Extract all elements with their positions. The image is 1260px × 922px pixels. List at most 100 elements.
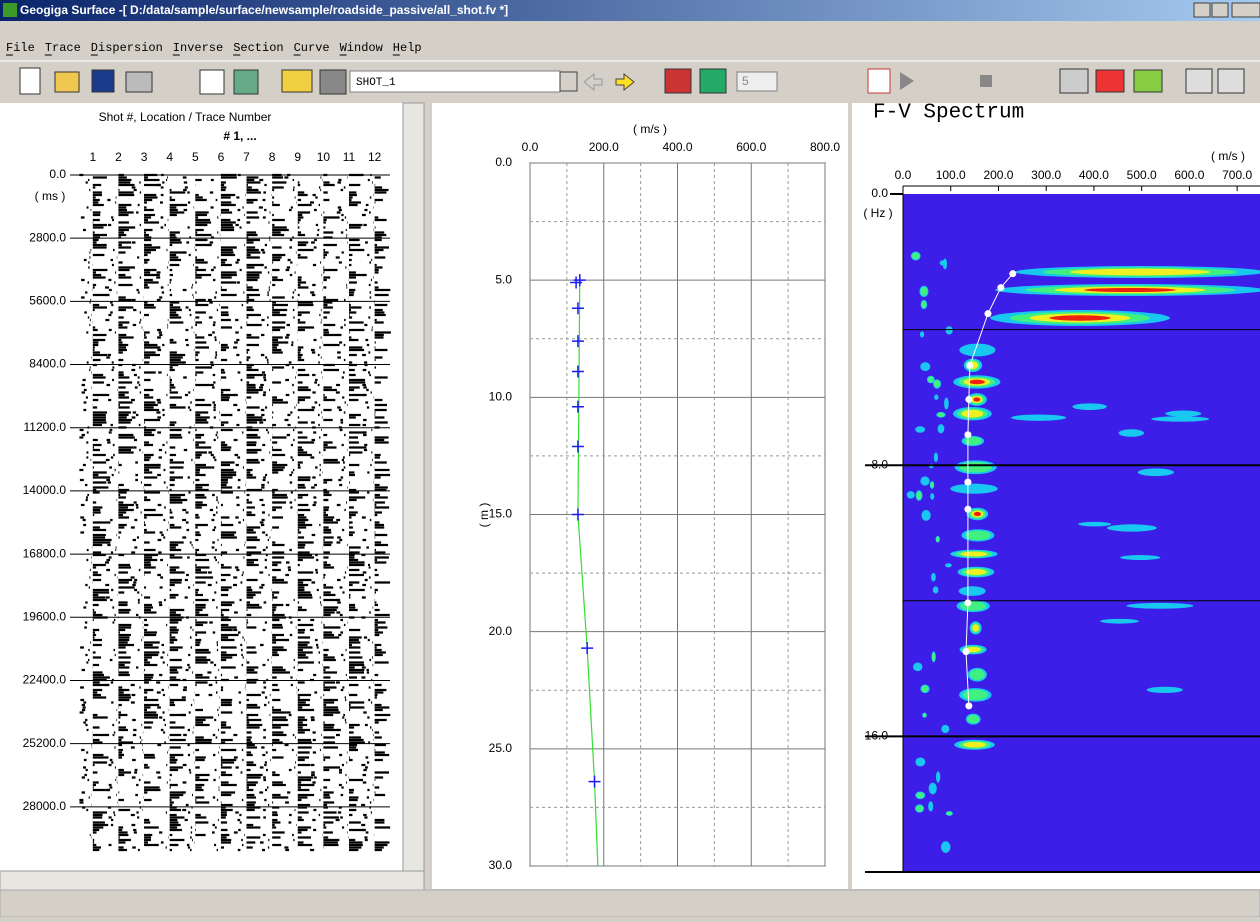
traces-view: Shot #, Location / Trace Number # 1, ... (…: [23, 110, 391, 852]
spectrum-blob: [946, 811, 953, 816]
y-unit: ( m ): [477, 503, 491, 528]
dispersion-button[interactable]: [281, 69, 313, 93]
spectrum-blob: [973, 397, 981, 402]
menu-item[interactable]: File: [6, 41, 35, 55]
new-button[interactable]: [19, 67, 41, 95]
velocity-panel: [432, 103, 848, 889]
menu-item[interactable]: Help: [393, 41, 422, 55]
title-bar: [0, 0, 1260, 21]
next-button[interactable]: [615, 72, 635, 92]
play-button[interactable]: [900, 72, 914, 90]
spectrum-blob: [913, 662, 923, 672]
trace2-button[interactable]: [233, 69, 259, 95]
pick-marker: [588, 775, 601, 788]
menu-item[interactable]: Curve: [294, 41, 330, 55]
y-tick-label: 30.0: [489, 858, 513, 872]
y-tick-label: 0.0: [495, 155, 512, 169]
app-icon: [3, 3, 17, 17]
spectrum-blob: [921, 685, 929, 693]
save-button[interactable]: [91, 69, 115, 93]
horizontal-scrollbar[interactable]: [0, 870, 425, 891]
x-tick-label: 700.0: [1222, 168, 1252, 182]
menu-item[interactable]: Dispersion: [91, 41, 163, 55]
grid-button[interactable]: [1185, 68, 1213, 94]
print-button[interactable]: [125, 71, 153, 93]
spectrum-view: F-V Spectrum ( m/s ) ( Hz ) 0.0 100.0 200.0 30…: [863, 102, 1260, 873]
spectrum-blob: [940, 841, 951, 853]
prev-button[interactable]: [583, 72, 603, 92]
spectrum-blob: [1126, 602, 1194, 609]
y-unit: ( ms ): [35, 189, 66, 203]
spectrum-blob: [1070, 268, 1210, 276]
spectrum-blob: [967, 714, 980, 724]
y-tick-label: 16800.0: [23, 546, 67, 560]
model-button[interactable]: [1059, 68, 1089, 94]
status-bar: [0, 889, 1260, 918]
spectrum-image: [903, 194, 1260, 872]
spectrum-blob: [931, 652, 936, 662]
menu-item[interactable]: Inverse: [173, 41, 223, 55]
minimize-button[interactable]: [1193, 2, 1211, 18]
x-tick-label: 600.0: [736, 140, 766, 154]
dispersion-pick: [964, 505, 972, 513]
close-button[interactable]: [1231, 2, 1260, 18]
dispersion-pick: [965, 395, 973, 403]
pick-marker: [571, 508, 584, 521]
menu-bar: File Trace Dispersion Inverse Section Curve Wi…: [6, 41, 422, 56]
fv-button[interactable]: [699, 68, 727, 94]
panel-subtitle: # 1, ...: [223, 129, 256, 143]
spectrum-blob: [1106, 524, 1157, 532]
menu-item[interactable]: Window: [340, 41, 384, 55]
spectrum-blob: [960, 551, 988, 557]
spectrum-blob: [1049, 315, 1111, 321]
trace-label: 2: [115, 150, 122, 164]
open-button[interactable]: [54, 71, 80, 93]
x-tick-label: 200.0: [589, 140, 619, 154]
spectrum-blob: [916, 805, 924, 812]
spectrum-blob: [922, 713, 927, 718]
spectrum-button[interactable]: [664, 68, 692, 94]
spectrum-blob: [928, 801, 934, 812]
dispersion-pick: [964, 431, 972, 439]
tool-button[interactable]: [1217, 68, 1245, 94]
y-tick-label: 2800.0: [29, 230, 66, 244]
pick-button[interactable]: [867, 68, 891, 94]
spectrum-blob: [958, 586, 986, 596]
spectrum-blob: [950, 483, 998, 494]
y-tick-label: 15.0: [489, 507, 513, 521]
menu-item[interactable]: Section: [233, 41, 283, 55]
combo-arrow[interactable]: [559, 71, 578, 92]
spectrum-blob: [945, 326, 953, 335]
maximize-button[interactable]: [1211, 2, 1229, 18]
spectrum-blob: [1072, 403, 1107, 411]
trace-label: 1: [89, 150, 96, 164]
dispersion-pick: [964, 478, 972, 486]
y-tick-label: 19600.0: [23, 609, 67, 623]
panel-title: Shot #, Location / Trace Number: [99, 110, 272, 124]
trace-label: 9: [294, 150, 301, 164]
layer-button[interactable]: [1095, 69, 1125, 93]
spectrum-blob: [906, 491, 915, 499]
stop-button[interactable]: [980, 75, 992, 87]
y-tick-label: 11200.0: [24, 420, 67, 434]
trace-label: 10: [317, 150, 331, 164]
spectrum-blob: [1011, 414, 1067, 421]
section2-button[interactable]: [1133, 69, 1163, 93]
y-tick-label: 8400.0: [29, 357, 66, 371]
menu-item[interactable]: Trace: [45, 41, 81, 55]
spectrum-blob: [915, 426, 926, 433]
section-button[interactable]: [319, 69, 347, 95]
vertical-scrollbar[interactable]: [402, 102, 425, 872]
spectrum-blob: [972, 624, 979, 632]
spectrum-blob: [969, 669, 985, 680]
y-tick-label: 25.0: [489, 741, 513, 755]
y-tick-label: 25200.0: [23, 736, 67, 750]
spin-box[interactable]: [736, 71, 778, 92]
trace-button[interactable]: [199, 69, 225, 95]
trace-label: 5: [192, 150, 199, 164]
spectrum-blob: [1137, 468, 1175, 477]
velocity-view: ( m/s ) ( m ) 0.0 200.0 400.0 600.0 800.0 0.0 5.…: [477, 122, 840, 872]
trace-label: 6: [218, 150, 225, 164]
spectrum-blob: [934, 394, 939, 400]
